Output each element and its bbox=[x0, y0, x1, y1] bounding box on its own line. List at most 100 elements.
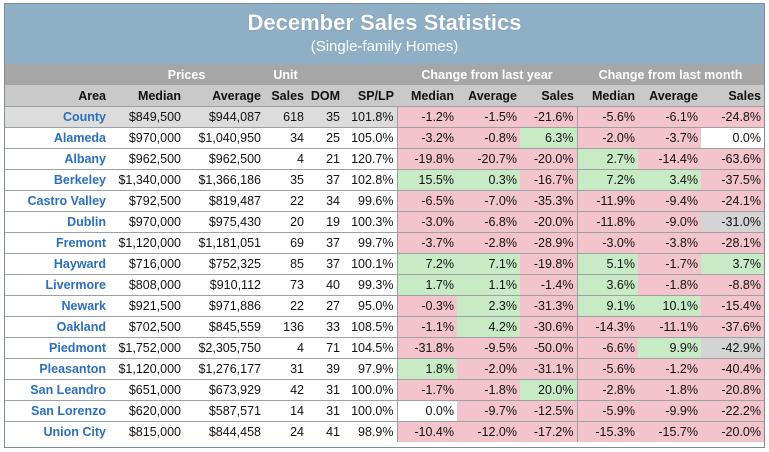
area-cell[interactable]: Dublin bbox=[5, 211, 109, 233]
column-header: Median bbox=[397, 85, 457, 107]
cell-y-median: -19.8% bbox=[396, 148, 457, 170]
cell-average: $752,325 bbox=[184, 253, 264, 275]
cell-average: $962,500 bbox=[184, 148, 264, 170]
cell-m-sales: -28.1% bbox=[701, 232, 764, 254]
cell-m-sales: -42.9% bbox=[701, 337, 764, 359]
area-cell[interactable]: Piedmont bbox=[5, 337, 109, 359]
cell-average: $975,430 bbox=[184, 211, 264, 233]
area-cell[interactable]: Fremont bbox=[5, 232, 109, 254]
cell-sales: 42 bbox=[264, 379, 307, 401]
cell-m-sales: -37.6% bbox=[701, 316, 764, 338]
area-cell[interactable]: Alameda bbox=[5, 127, 109, 149]
area-cell[interactable]: Hayward bbox=[5, 253, 109, 275]
cell-y-sales: -1.4% bbox=[520, 274, 577, 296]
cell-y-average: -1.8% bbox=[457, 379, 520, 401]
area-cell[interactable]: Newark bbox=[5, 295, 109, 317]
cell-m-average: -9.4% bbox=[638, 190, 701, 212]
cell-average: $845,559 bbox=[184, 316, 264, 338]
area-cell[interactable]: Albany bbox=[5, 148, 109, 170]
table-row: Dublin $970,000 $975,430 20 19 100.3% -3.0% -6.… bbox=[5, 211, 764, 233]
table-row: Union City $815,000 $844,458 24 41 98.9% -10.4… bbox=[5, 421, 764, 442]
table-row: Castro Valley $792,500 $819,487 22 34 99.6% -6… bbox=[5, 190, 764, 212]
cell-sales: 73 bbox=[264, 274, 307, 296]
cell-dom: 31 bbox=[307, 400, 343, 422]
cell-median: $620,000 bbox=[109, 400, 184, 422]
area-cell[interactable]: Berkeley bbox=[5, 169, 109, 191]
table-row: Newark $921,500 $971,886 22 27 95.0% -0.3% 2.3%… bbox=[5, 295, 764, 317]
cell-y-average: -12.0% bbox=[457, 421, 520, 442]
column-header: Median bbox=[577, 85, 638, 107]
cell-sales: 14 bbox=[264, 400, 307, 422]
cell-average: $910,112 bbox=[184, 274, 264, 296]
cell-median: $702,500 bbox=[109, 316, 184, 338]
column-header: Average bbox=[184, 85, 264, 107]
cell-y-median: -3.7% bbox=[396, 232, 457, 254]
cell-y-sales: -16.7% bbox=[520, 169, 577, 191]
table-row: Berkeley $1,340,000 $1,366,186 35 37 102.8% 15… bbox=[5, 169, 764, 191]
table-row: Oakland $702,500 $845,559 136 33 108.5% -1.1% 4… bbox=[5, 316, 764, 338]
area-cell[interactable]: Oakland bbox=[5, 316, 109, 338]
cell-m-average: -1.2% bbox=[638, 358, 701, 380]
cell-dom: 27 bbox=[307, 295, 343, 317]
cell-m-average: -11.1% bbox=[638, 316, 701, 338]
cell-average: $1,181,051 bbox=[184, 232, 264, 254]
cell-y-average: -0.8% bbox=[457, 127, 520, 149]
group-header-change-year: Change from last year bbox=[397, 64, 577, 85]
cell-y-average: 7.1% bbox=[457, 253, 520, 275]
cell-m-average: -9.9% bbox=[638, 400, 701, 422]
cell-y-sales: -20.0% bbox=[520, 211, 577, 233]
cell-y-sales: -17.2% bbox=[520, 421, 577, 442]
cell-y-median: 15.5% bbox=[396, 169, 457, 191]
cell-dom: 21 bbox=[307, 148, 343, 170]
cell-splp: 105.0% bbox=[343, 127, 397, 149]
cell-m-average: -1.8% bbox=[638, 274, 701, 296]
cell-median: $1,752,000 bbox=[109, 337, 184, 359]
area-cell[interactable]: Union City bbox=[5, 421, 109, 442]
cell-m-average: -15.7% bbox=[638, 421, 701, 442]
cell-y-median: -3.2% bbox=[396, 127, 457, 149]
cell-sales: 22 bbox=[264, 190, 307, 212]
cell-sales: 31 bbox=[264, 358, 307, 380]
cell-average: $1,276,177 bbox=[184, 358, 264, 380]
area-cell[interactable]: San Lorenzo bbox=[5, 400, 109, 422]
cell-dom: 34 bbox=[307, 190, 343, 212]
column-header: Area bbox=[5, 85, 109, 107]
cell-m-average: 9.9% bbox=[638, 337, 701, 359]
cell-m-median: -2.0% bbox=[576, 127, 638, 149]
cell-splp: 99.7% bbox=[343, 232, 397, 254]
cell-dom: 19 bbox=[307, 211, 343, 233]
cell-m-average: 10.1% bbox=[638, 295, 701, 317]
table-row: Piedmont $1,752,000 $2,305,750 4 71 104.5% -31… bbox=[5, 337, 764, 359]
cell-y-average: -6.8% bbox=[457, 211, 520, 233]
cell-average: $944,087 bbox=[184, 106, 264, 128]
cell-y-average: -20.7% bbox=[457, 148, 520, 170]
cell-y-average: -2.0% bbox=[457, 358, 520, 380]
page-title: December Sales Statistics bbox=[247, 10, 522, 35]
cell-median: $970,000 bbox=[109, 127, 184, 149]
cell-y-average: -1.5% bbox=[457, 106, 520, 128]
area-cell[interactable]: County bbox=[5, 106, 109, 128]
cell-median: $1,340,000 bbox=[109, 169, 184, 191]
area-cell[interactable]: San Leandro bbox=[5, 379, 109, 401]
cell-dom: 37 bbox=[307, 253, 343, 275]
cell-m-median: -15.3% bbox=[576, 421, 638, 442]
area-cell[interactable]: Livermore bbox=[5, 274, 109, 296]
cell-m-average: -14.4% bbox=[638, 148, 701, 170]
cell-average: $673,929 bbox=[184, 379, 264, 401]
cell-m-sales: -22.2% bbox=[701, 400, 764, 422]
cell-splp: 98.9% bbox=[343, 421, 397, 442]
cell-splp: 99.6% bbox=[343, 190, 397, 212]
cell-average: $971,886 bbox=[184, 295, 264, 317]
area-cell[interactable]: Castro Valley bbox=[5, 190, 109, 212]
cell-y-median: -3.0% bbox=[396, 211, 457, 233]
cell-average: $1,366,186 bbox=[184, 169, 264, 191]
cell-splp: 100.0% bbox=[343, 379, 397, 401]
cell-dom: 71 bbox=[307, 337, 343, 359]
cell-y-median: 1.7% bbox=[396, 274, 457, 296]
column-header: SP/LP bbox=[343, 85, 397, 107]
column-header: DOM bbox=[307, 85, 343, 107]
cell-y-sales: 6.3% bbox=[520, 127, 577, 149]
column-header: Average bbox=[457, 85, 520, 107]
cell-median: $716,000 bbox=[109, 253, 184, 275]
area-cell[interactable]: Pleasanton bbox=[5, 358, 109, 380]
